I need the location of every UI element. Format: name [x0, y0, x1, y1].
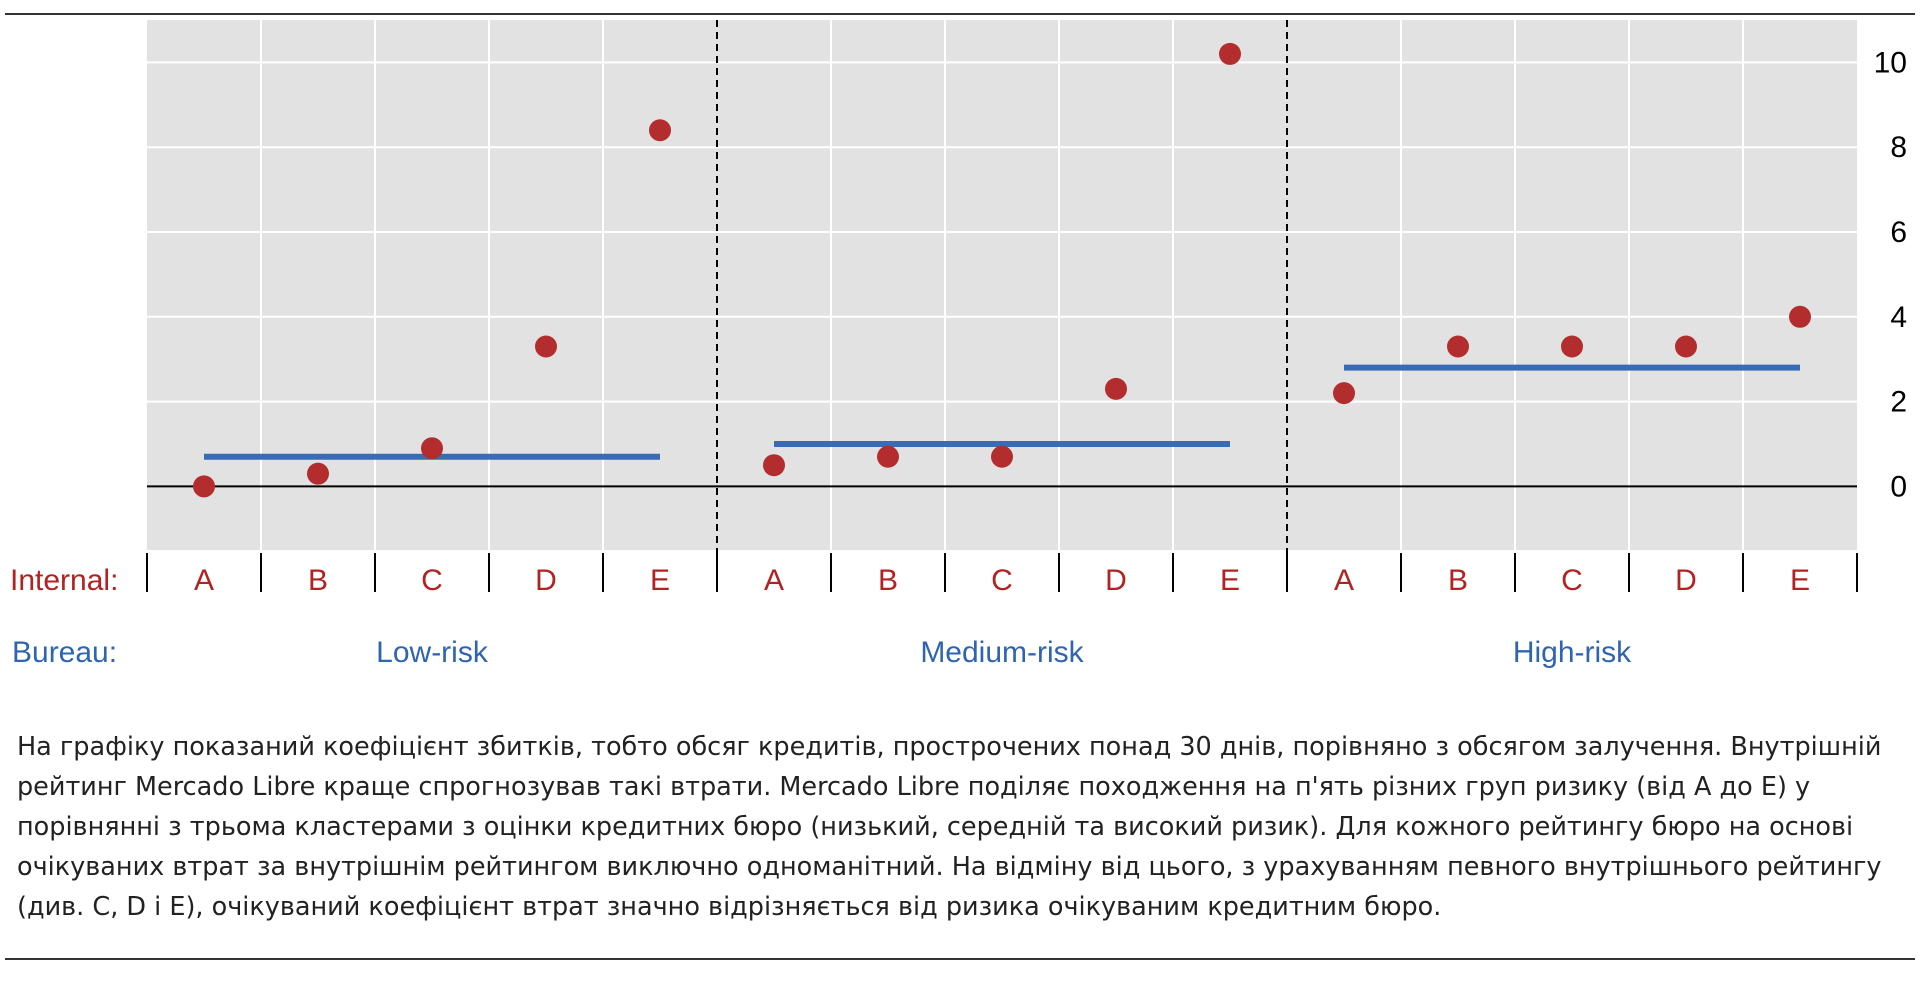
bureau-row-label: Bureau: — [12, 636, 117, 669]
internal-category-label: B — [878, 564, 898, 597]
bureau-group-label: Medium-risk — [920, 636, 1084, 669]
figure-caption: На графіку показаний коефіцієнт збитків,… — [17, 732, 1882, 922]
data-point — [1219, 42, 1241, 65]
y-tick-label: 4 — [1890, 301, 1907, 334]
internal-category-label: A — [1334, 564, 1354, 597]
data-point — [991, 445, 1013, 468]
data-point — [193, 475, 215, 498]
data-point — [1333, 382, 1355, 405]
internal-category-label: A — [194, 564, 214, 597]
internal-category-label: E — [1220, 564, 1240, 597]
internal-category-label: C — [1561, 564, 1583, 597]
internal-category-label: B — [1448, 564, 1468, 597]
data-points — [193, 42, 1811, 498]
internal-category-label: C — [421, 564, 443, 597]
y-tick-label: 2 — [1890, 386, 1907, 419]
internal-row-label: Internal: — [10, 564, 118, 597]
internal-category-label: E — [1790, 564, 1810, 597]
y-tick-label: 8 — [1890, 131, 1907, 164]
group-separators — [716, 20, 1288, 590]
internal-category-label: D — [1675, 564, 1697, 597]
internal-category-label: C — [991, 564, 1013, 597]
internal-category-label: E — [650, 564, 670, 597]
internal-category-label: D — [535, 564, 557, 597]
data-point — [421, 437, 443, 460]
y-tick-labels: 0 2 4 6 8 10 — [1874, 46, 1907, 503]
group-labels: Low-risk Medium-risk High-risk — [376, 636, 1632, 669]
data-point — [1105, 377, 1127, 400]
top-rule — [5, 13, 1915, 15]
data-point — [307, 462, 329, 485]
data-point — [1561, 335, 1583, 358]
y-tick-label: 0 — [1890, 470, 1907, 503]
data-point — [1789, 305, 1811, 328]
plot-background — [147, 20, 1857, 550]
bottom-rule — [5, 958, 1915, 960]
internal-category-label: A — [764, 564, 784, 597]
data-point — [1675, 335, 1697, 358]
data-point — [1447, 335, 1469, 358]
grid — [147, 20, 1857, 550]
data-point — [535, 335, 557, 358]
y-tick-label: 6 — [1890, 216, 1907, 249]
bureau-group-label: Low-risk — [376, 636, 489, 669]
data-point — [649, 119, 671, 142]
internal-category-label: B — [308, 564, 328, 597]
data-point — [763, 454, 785, 477]
data-point — [877, 445, 899, 468]
y-tick-label: 10 — [1874, 46, 1907, 79]
bureau-group-label: High-risk — [1513, 636, 1632, 669]
chart: 0 2 4 6 8 10 A B C D E A B C D E A B C D E Low-risk Medium-r… — [10, 20, 1907, 669]
internal-category-label: D — [1105, 564, 1127, 597]
